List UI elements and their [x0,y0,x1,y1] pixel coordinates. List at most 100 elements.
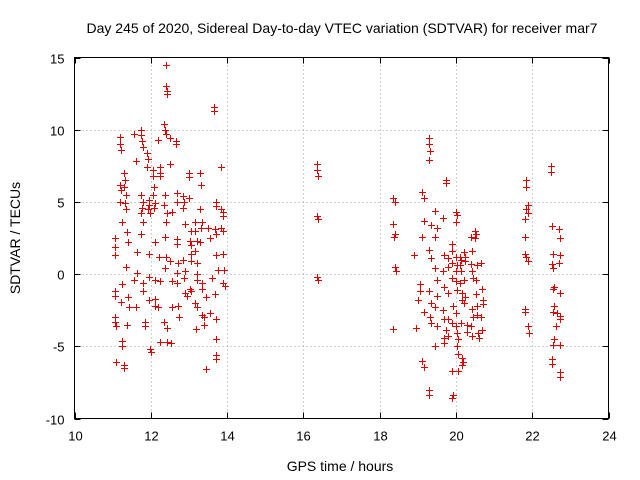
data-point [186,174,193,181]
data-point [198,225,205,232]
data-point [469,306,476,313]
data-point [163,83,170,90]
data-point [118,147,125,154]
data-point [440,268,447,275]
data-point [121,170,128,177]
data-point [152,239,159,246]
x-tick-label: 12 [144,429,158,444]
data-point [220,251,227,258]
data-point [201,322,208,329]
data-point [215,267,222,274]
data-point [205,225,212,232]
data-point [454,330,461,337]
data-point [140,199,147,206]
chart-title: Day 245 of 2020, Sidereal Day-to-day VTE… [87,20,598,36]
data-point [449,320,456,327]
data-point [213,231,220,238]
data-point [432,304,439,311]
data-point [473,231,480,238]
data-point [314,213,321,220]
data-point [192,248,199,255]
data-point [194,271,201,278]
x-tick-label: 14 [220,429,234,444]
data-point [198,182,205,189]
data-point [551,336,558,343]
data-point [459,290,466,297]
data-point [118,187,125,194]
data-point [173,141,180,148]
data-point [133,158,140,165]
data-point [157,278,164,285]
data-point [557,290,564,297]
data-point [479,327,486,334]
data-point [186,195,193,202]
data-point [113,359,120,366]
data-point [553,323,560,330]
data-point [147,346,154,353]
data-point [549,361,556,368]
data-point [144,150,151,157]
data-point [445,255,452,262]
data-point [122,200,129,207]
data-point [474,312,481,319]
data-point [146,251,153,258]
data-point [551,303,558,310]
data-point [454,343,461,350]
data-point [174,270,181,277]
data-point [161,121,168,128]
data-point [118,299,125,306]
data-point [112,252,119,259]
y-axis-label: SDTVAR / TECUs [7,182,23,294]
data-point [113,323,120,330]
data-point [187,238,194,245]
data-point [548,169,555,176]
data-point [473,291,480,298]
data-point [458,320,465,327]
data-point [427,148,434,155]
data-point [125,294,132,301]
data-point [550,265,557,272]
data-point [123,192,130,199]
data-point [213,356,220,363]
data-point [151,184,158,191]
data-point [525,210,532,217]
data-point [199,219,206,226]
data-point [188,251,195,258]
data-point [193,326,200,333]
x-axis-label: GPS time / hours [287,458,394,474]
data-point [175,260,182,267]
data-point [163,131,170,138]
data-point [117,134,124,141]
data-point [449,241,456,248]
data-point [392,199,399,206]
data-point [432,343,439,350]
data-point [188,288,195,295]
data-point [478,314,485,321]
data-point [212,226,219,233]
data-point [180,257,187,264]
data-point [162,192,169,199]
data-point [440,215,447,222]
data-point [163,219,170,226]
data-point [557,316,564,323]
data-point [152,303,159,310]
data-point [211,108,218,115]
data-point [421,218,428,225]
data-point [197,206,204,213]
data-point [432,265,439,272]
data-point [523,184,530,191]
data-point [556,226,563,233]
data-point [419,234,426,241]
tick-marks [74,57,610,420]
y-tick-labels: -10 -5 0 5 10 15 [46,52,65,428]
data-point [453,323,460,330]
data-point [174,241,181,248]
data-point [213,203,220,210]
data-point [428,255,435,262]
x-tick-label: 22 [525,429,539,444]
data-point [164,339,171,346]
data-point [168,340,175,347]
data-point [157,339,164,346]
data-point [117,199,124,206]
data-point [461,300,468,307]
